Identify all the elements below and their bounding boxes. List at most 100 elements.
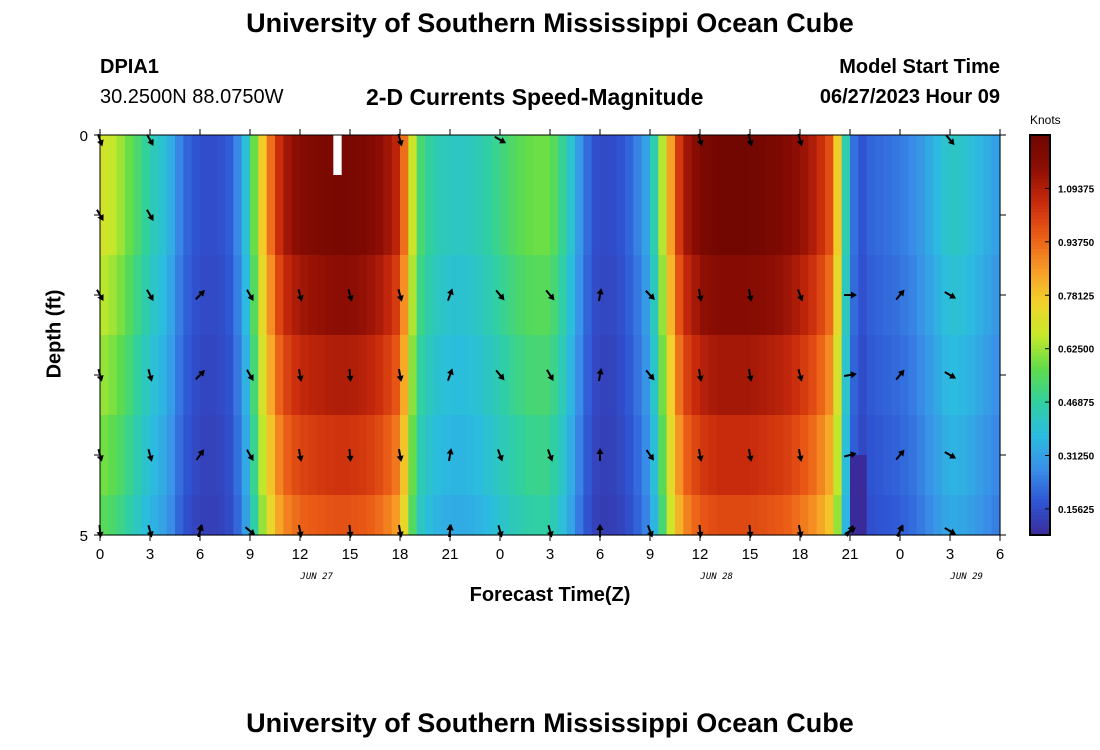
heatmap-cell [916, 175, 926, 256]
heatmap-cell [383, 495, 393, 536]
heatmap-cell [416, 415, 426, 496]
heatmap-cell [791, 335, 801, 416]
colorbar-segment [1030, 511, 1050, 516]
heatmap-cell [333, 255, 343, 336]
heatmap-cell [350, 495, 359, 536]
heatmap-cell [208, 255, 218, 336]
heatmap-cell [533, 335, 543, 416]
current-vector-arrow [396, 524, 404, 538]
heatmap-cell [800, 175, 809, 256]
current-vector-arrow [446, 448, 454, 462]
colorbar-segment [1030, 145, 1050, 149]
heatmap-cell [258, 135, 268, 176]
heatmap-cell [425, 175, 434, 256]
heatmap-cell [608, 415, 618, 496]
heatmap-cell [708, 335, 718, 416]
heatmap-cell [633, 495, 643, 536]
colorbar-segment [1030, 351, 1050, 356]
heatmap-cell [100, 495, 109, 536]
heatmap-cell [458, 335, 468, 416]
heatmap-cell [925, 335, 934, 416]
heatmap-cell [391, 415, 401, 496]
heatmap-cell [625, 255, 634, 336]
heatmap-cell [358, 255, 368, 336]
heatmap-cell [408, 135, 418, 176]
heatmap-cell [925, 255, 934, 336]
current-vector-arrow [396, 368, 404, 382]
station-coordinates: 30.2500N 88.0750W [100, 86, 284, 108]
heatmap-cell [250, 175, 259, 256]
heatmap-cell [891, 135, 901, 176]
heatmap-cell [550, 255, 559, 336]
heatmap-cell [208, 495, 218, 536]
heatmap-cell [441, 415, 451, 496]
heatmap-cell [175, 415, 184, 496]
heatmap-cell [166, 175, 176, 256]
heatmap-cell [991, 255, 1001, 336]
heatmap-cell [625, 135, 634, 176]
heatmap-cell [766, 335, 776, 416]
current-vector-arrow [945, 134, 955, 146]
heatmap-cell [266, 175, 276, 256]
heatmap-cell [633, 175, 643, 256]
current-vector-arrow [96, 524, 104, 538]
heatmap-cell [250, 255, 259, 336]
heatmap-cell [400, 415, 409, 496]
heatmap-cell [350, 135, 359, 176]
heatmap-cell [608, 135, 618, 176]
heatmap-cell [750, 175, 759, 256]
current-vector-arrow [545, 289, 555, 301]
heatmap-cell [233, 255, 243, 336]
heatmap-cell [183, 335, 193, 416]
heatmap-cell [966, 335, 976, 416]
heatmap-cell [200, 135, 209, 176]
heatmap-cell [766, 175, 776, 256]
colorbar-segment [1030, 441, 1050, 446]
heatmap-cell [366, 135, 376, 176]
heatmap-cell [283, 255, 293, 336]
heatmap-cell [958, 175, 968, 256]
heatmap-cell [366, 255, 376, 336]
colorbar-segment [1030, 361, 1050, 366]
colorbar-segment [1030, 148, 1050, 153]
x-axis-label: Forecast Time(Z) [469, 584, 631, 606]
heatmap-cell [325, 415, 334, 496]
heatmap-cell [775, 175, 784, 256]
heatmap-cell [325, 175, 334, 256]
heatmap-cell [150, 135, 159, 176]
heatmap-cell [258, 495, 268, 536]
current-vector-arrow [696, 448, 704, 462]
colorbar-tick-label: 0.15625 [1058, 505, 1095, 516]
heatmap-cell [125, 335, 134, 416]
colorbar-segment [1030, 411, 1050, 416]
heatmap-cell [991, 415, 1001, 496]
heatmap-cell [800, 335, 809, 416]
heatmap-cell [633, 255, 643, 336]
current-vector-arrow [447, 368, 454, 381]
heatmap-cell [558, 135, 568, 176]
heatmap-cell [191, 175, 201, 256]
heatmap-cell [283, 495, 293, 536]
heatmap-cell [533, 175, 543, 256]
heatmap-cell [433, 255, 443, 336]
colorbar-segment [1030, 158, 1050, 163]
current-vector-arrow [596, 448, 604, 461]
heatmap-cell [466, 335, 476, 416]
heatmap-cell [408, 255, 418, 336]
heatmap-cell [941, 255, 951, 336]
heatmap-cell [866, 135, 876, 176]
heatmap-cell [375, 335, 384, 416]
current-vector-arrow [746, 524, 754, 538]
heatmap-cell [991, 495, 1001, 536]
heatmap-cell [183, 255, 193, 336]
colorbar-segment [1030, 315, 1050, 319]
model-start-value: 06/27/2023 Hour 09 [819, 86, 1000, 108]
heatmap-cell [391, 495, 401, 536]
colorbar-segment [1030, 508, 1050, 513]
heatmap-cell [900, 335, 909, 416]
current-vector-arrow [596, 288, 604, 302]
current-vector-arrow [796, 368, 804, 382]
heatmap-cell [316, 135, 326, 176]
heatmap-cell [383, 175, 393, 256]
